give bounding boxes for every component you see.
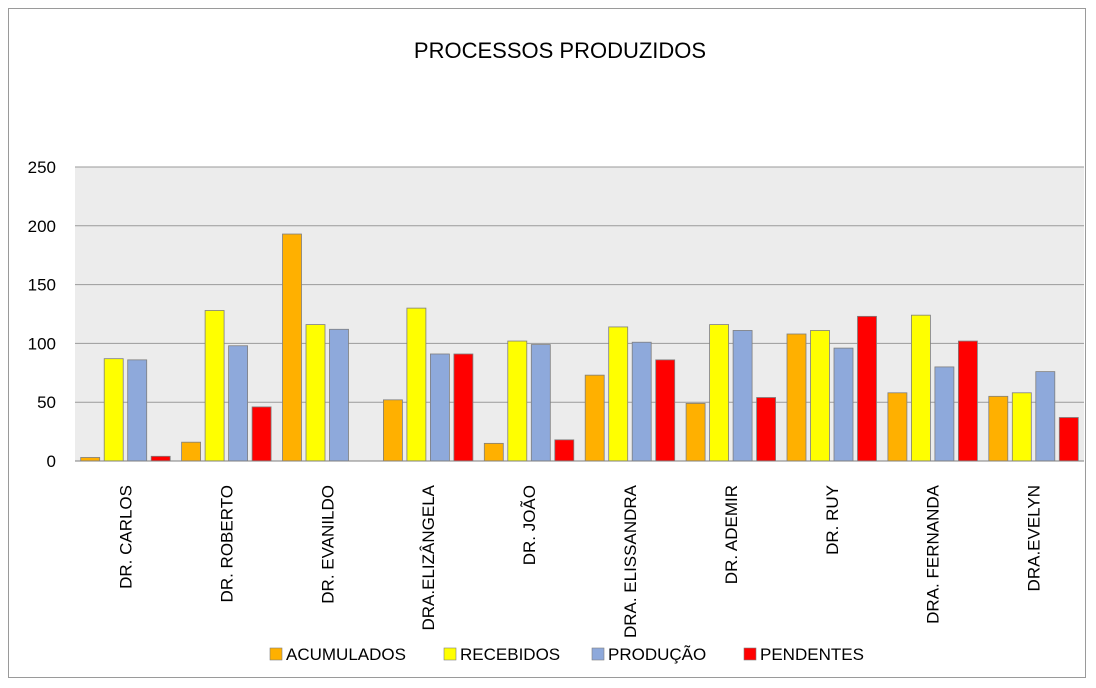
x-tick-label: DRA. ELISSANDRA xyxy=(621,484,640,638)
bar xyxy=(507,340,528,462)
x-tick-label: DR. CARLOS xyxy=(116,485,135,589)
bar xyxy=(329,328,349,462)
bar xyxy=(181,441,202,462)
bar xyxy=(382,399,403,462)
bar xyxy=(685,402,706,462)
bar xyxy=(608,326,629,462)
legend-swatch xyxy=(443,647,457,661)
y-tick-label: 150 xyxy=(28,276,56,295)
bar xyxy=(80,457,101,462)
x-axis-labels: DR. CARLOS DR. ROBERTO DR. EVANILDO DRA.ELI… xyxy=(116,484,1043,638)
bar xyxy=(530,344,551,462)
plot-area xyxy=(75,167,1084,461)
bar xyxy=(251,406,272,462)
y-axis-ticks: 0 50 100 150 200 250 xyxy=(28,158,56,471)
bar xyxy=(1011,392,1032,462)
bar xyxy=(305,324,326,462)
bar xyxy=(103,358,124,462)
legend-label: PRODUÇÃO xyxy=(608,645,706,664)
x-tick-label: DRA.ELIZÂNGELA xyxy=(419,484,438,630)
bar xyxy=(228,345,249,462)
bar xyxy=(833,347,854,462)
legend-swatch xyxy=(269,647,283,661)
bar xyxy=(483,442,504,462)
chart-title: PROCESSOS PRODUZIDOS xyxy=(414,38,706,63)
y-tick-label: 250 xyxy=(28,158,56,177)
legend: ACUMULADOS RECEBIDOS PRODUÇÃO PENDENTES xyxy=(269,645,864,664)
x-tick-label: DR. JOÃO xyxy=(520,485,539,565)
legend-label: RECEBIDOS xyxy=(460,645,560,664)
bar xyxy=(786,333,807,462)
y-tick-label: 200 xyxy=(28,217,56,236)
bar xyxy=(857,315,877,462)
bars xyxy=(80,233,1079,462)
legend-label: ACUMULADOS xyxy=(286,645,406,664)
bar xyxy=(554,439,575,462)
x-tick-label: DR. ROBERTO xyxy=(217,485,236,602)
bar xyxy=(709,324,729,462)
bar xyxy=(429,353,450,462)
bar xyxy=(756,397,776,462)
bar xyxy=(887,392,908,462)
x-tick-label: DR. EVANILDO xyxy=(318,485,337,604)
bar xyxy=(810,330,830,462)
bar xyxy=(282,233,302,462)
y-tick-label: 0 xyxy=(47,452,56,471)
x-tick-label: DR. RUY xyxy=(823,485,842,555)
bar xyxy=(655,359,676,462)
bar xyxy=(1058,417,1079,462)
bar xyxy=(127,359,148,462)
bar xyxy=(988,395,1009,462)
y-tick-label: 100 xyxy=(28,334,56,353)
bar xyxy=(911,314,931,462)
x-tick-label: DRA.EVELYN xyxy=(1025,485,1044,591)
x-tick-label: DRA. FERNANDA xyxy=(924,484,943,624)
bar xyxy=(406,307,427,462)
bar xyxy=(1035,371,1056,462)
x-tick-label: DR. ADEMIR xyxy=(722,485,741,584)
bar xyxy=(958,340,978,462)
bar xyxy=(631,341,652,462)
bar xyxy=(453,353,474,462)
legend-label: PENDENTES xyxy=(760,645,864,664)
bar xyxy=(732,330,753,462)
y-tick-label: 50 xyxy=(37,393,56,412)
bar xyxy=(150,455,171,462)
legend-swatch xyxy=(591,647,605,661)
legend-swatch xyxy=(743,647,757,661)
bar xyxy=(584,374,605,462)
bar xyxy=(934,366,955,462)
bar xyxy=(204,310,225,462)
